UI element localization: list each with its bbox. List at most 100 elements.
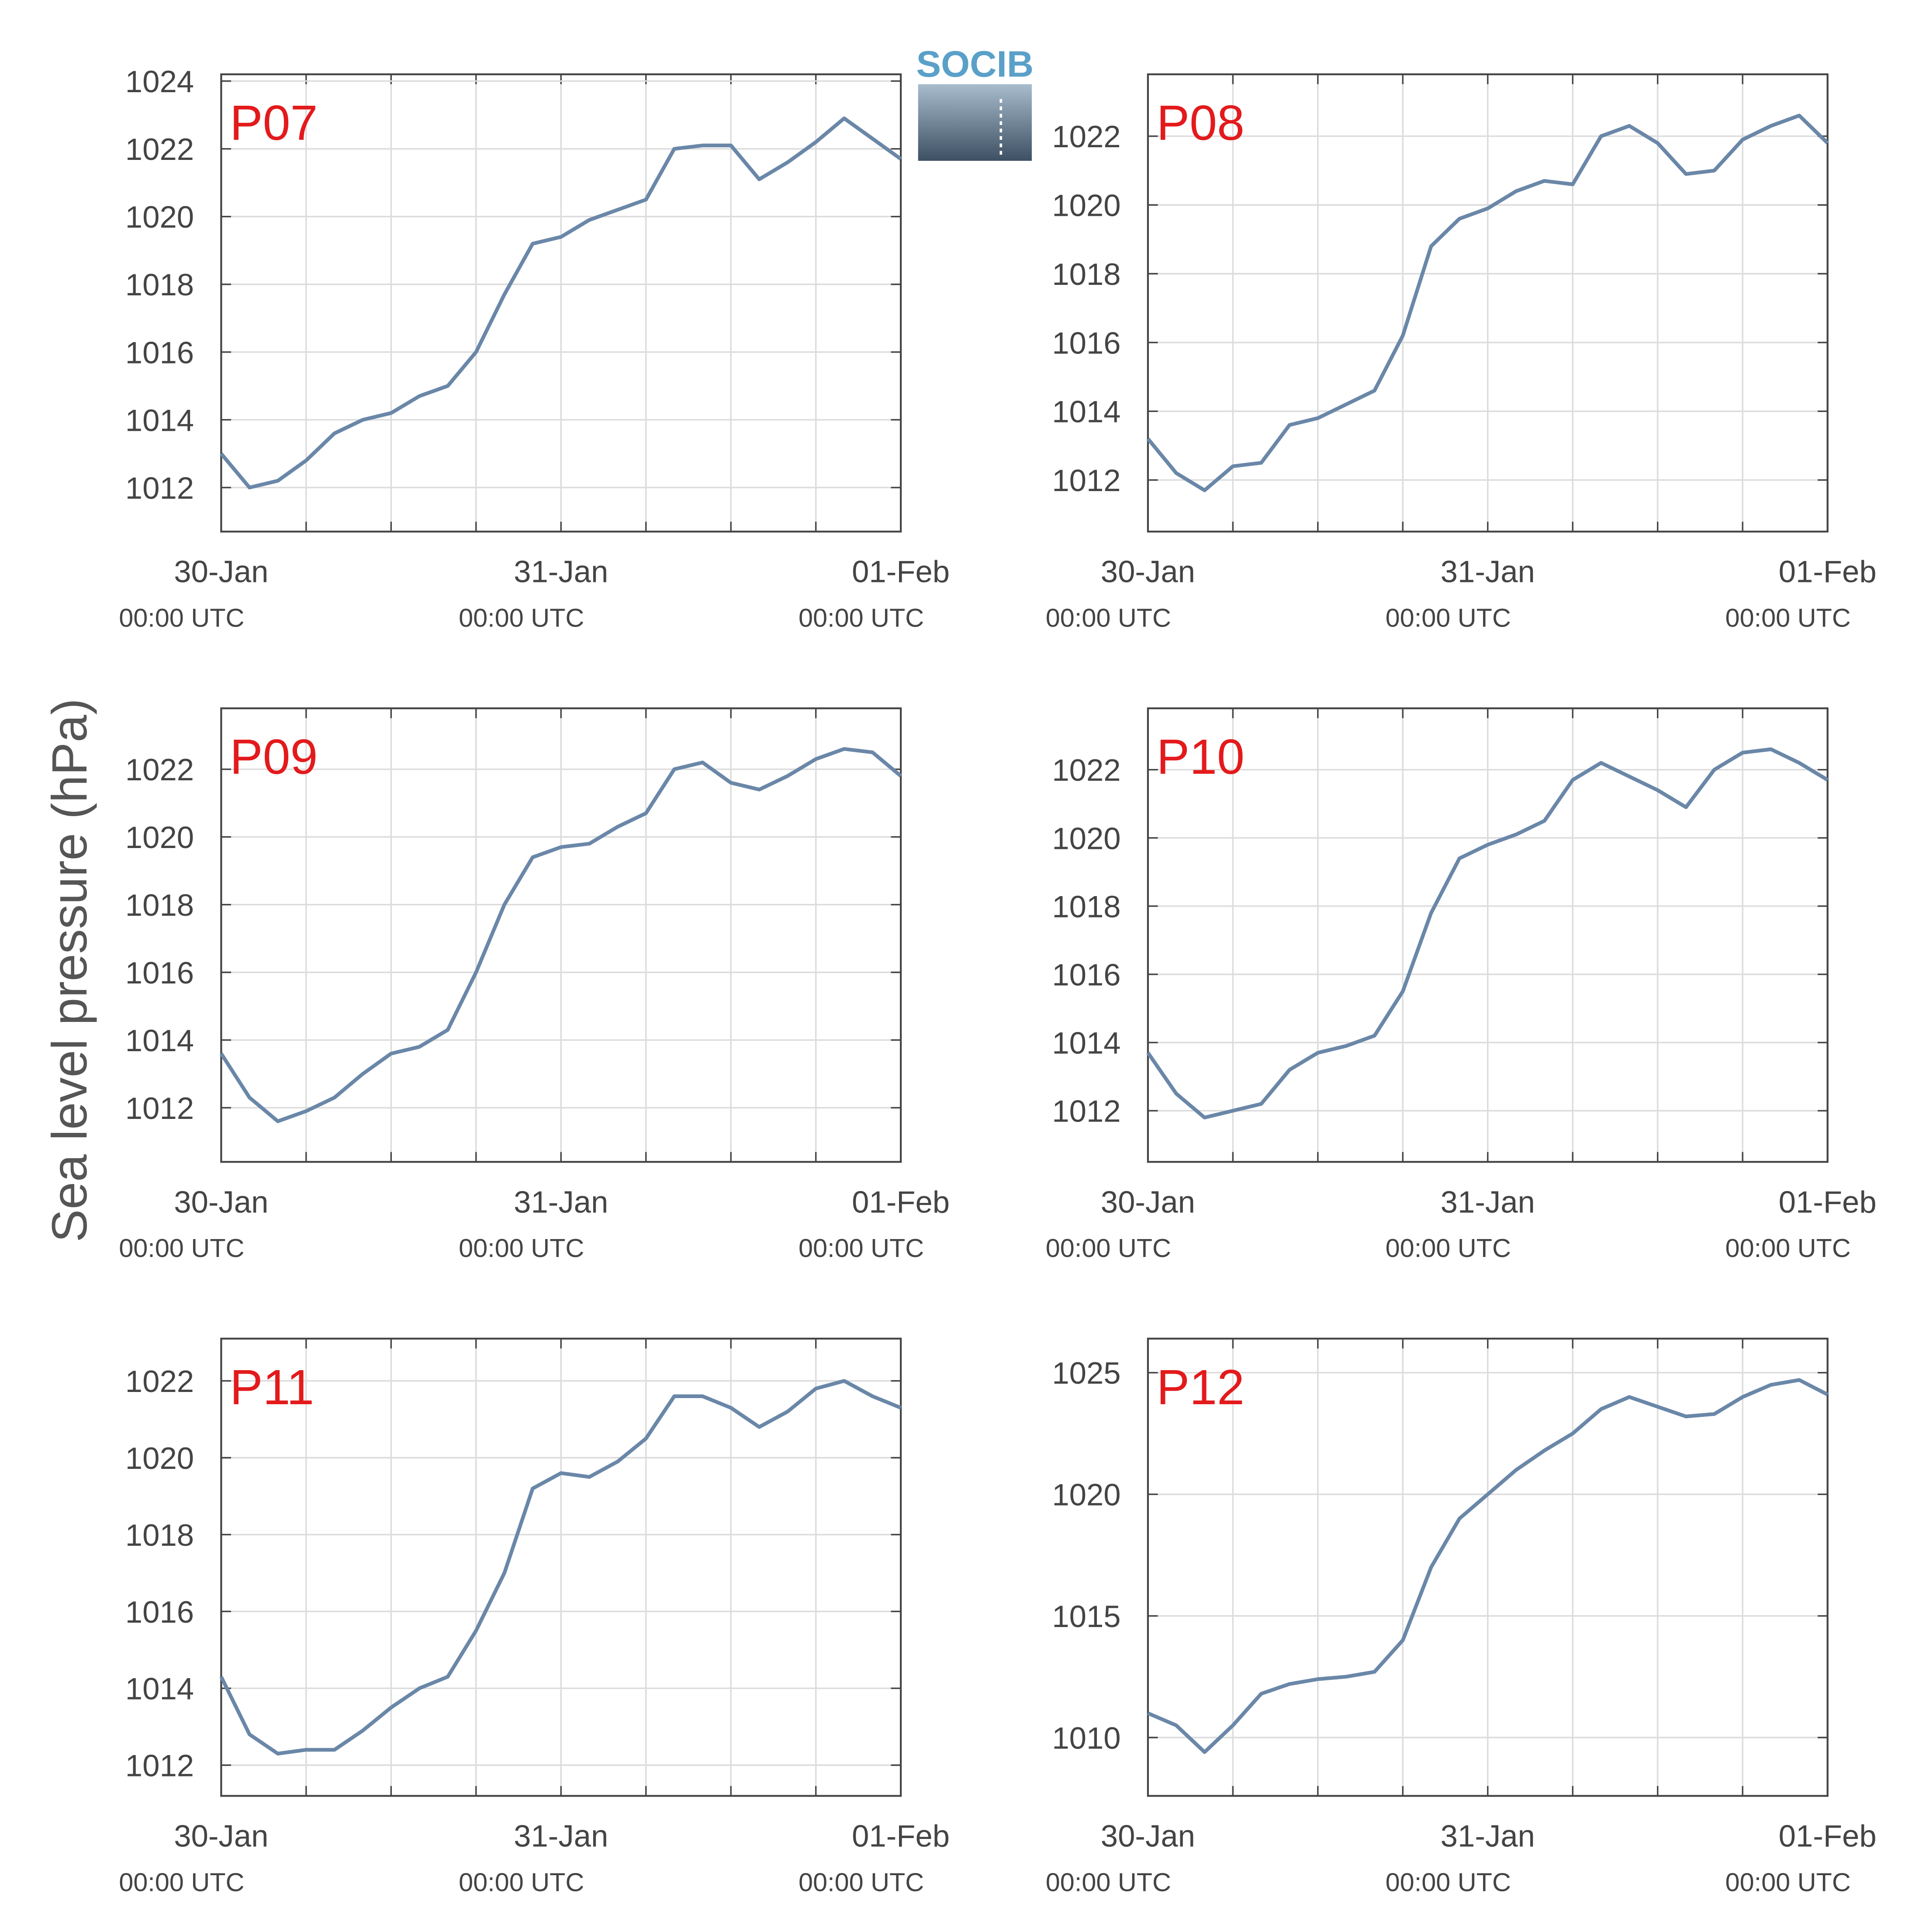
x-tick-label: 31-Jan (1441, 1818, 1535, 1853)
y-tick-label: 1014 (125, 1672, 194, 1706)
y-tick-label: 1016 (1052, 958, 1120, 992)
y-tick-label: 1020 (1052, 1478, 1120, 1512)
x-tick-sublabel: 00:00 UTC (1386, 1233, 1511, 1263)
y-tick-label: 1016 (125, 956, 194, 990)
subplot: 30-Jan 00:00 UTC 31-Jan 00:00 UTC 01-Feb 00:0… (1046, 707, 1877, 1263)
x-tick-sublabel: 00:00 UTC (1725, 1867, 1851, 1897)
x-tick-label: 31-Jan (514, 1184, 608, 1219)
x-tick-sublabel: 00:00 UTC (799, 603, 924, 633)
panel-title: P12 (1157, 1360, 1245, 1415)
y-tick-label: 1020 (1052, 188, 1120, 223)
subplot: 30-Jan 00:00 UTC 31-Jan 00:00 UTC 01-Feb 00:0… (1046, 73, 1877, 633)
x-tick-sublabel: 00:00 UTC (1725, 1233, 1851, 1263)
x-tick-label: 01-Feb (852, 554, 950, 589)
x-tick-label: 30-Jan (174, 1184, 268, 1219)
x-tick-label: 01-Feb (852, 1184, 950, 1219)
x-tick-label: 31-Jan (514, 554, 608, 589)
x-tick-sublabel: 00:00 UTC (1725, 603, 1851, 633)
panel-title: P08 (1157, 95, 1245, 150)
line-series (219, 747, 902, 1123)
axes-frame (1147, 707, 1829, 1163)
axes-frame (220, 1337, 902, 1797)
y-tick-label: 1012 (1052, 1094, 1120, 1129)
y-tick-label: 1014 (125, 1023, 194, 1058)
y-tick-label: 1012 (1052, 463, 1120, 498)
y-tick-label: 1022 (125, 752, 194, 787)
y-tick-label: 1012 (125, 1748, 194, 1783)
logo-box (918, 84, 1032, 161)
y-tick-label: 1016 (125, 335, 194, 370)
panel-title: P10 (1157, 729, 1245, 784)
y-tick-label: 1014 (1052, 1026, 1120, 1060)
line-series (219, 1379, 902, 1755)
logo: SOCIB (916, 43, 1034, 161)
x-tick-label: 01-Feb (1779, 1184, 1877, 1219)
y-tick-label: 1022 (125, 1364, 194, 1399)
x-tick-sublabel: 00:00 UTC (459, 1233, 584, 1263)
x-tick-label: 01-Feb (1779, 554, 1877, 589)
x-tick-sublabel: 00:00 UTC (459, 1867, 584, 1897)
subplot: 30-Jan 00:00 UTC 31-Jan 00:00 UTC 01-Feb 00:0… (119, 64, 950, 632)
y-tick-label: 1020 (1052, 821, 1120, 855)
y-tick-label: 1010 (1052, 1721, 1120, 1755)
x-tick-sublabel: 00:00 UTC (1046, 1867, 1171, 1897)
x-tick-label: 31-Jan (1441, 1184, 1535, 1219)
logo-text: SOCIB (916, 43, 1034, 85)
x-tick-sublabel: 00:00 UTC (1046, 1233, 1171, 1263)
y-tick-label: 1014 (125, 403, 194, 437)
y-tick-label: 1020 (125, 820, 194, 855)
x-tick-sublabel: 00:00 UTC (1046, 603, 1171, 633)
y-tick-label: 1022 (1052, 753, 1120, 787)
y-tick-label: 1018 (125, 267, 194, 302)
x-tick-label: 01-Feb (852, 1818, 950, 1853)
y-tick-label: 1014 (1052, 395, 1120, 429)
panel-title: P09 (230, 729, 318, 784)
axes-frame (220, 73, 902, 533)
subplot: 30-Jan 00:00 UTC 31-Jan 00:00 UTC 01-Feb 00:0… (119, 707, 950, 1263)
y-tick-label: 1018 (125, 1518, 194, 1552)
line-series (1146, 114, 1829, 492)
subplot: 30-Jan 00:00 UTC 31-Jan 00:00 UTC 01-Feb 00:0… (119, 1337, 950, 1897)
line-series (1147, 1378, 1829, 1754)
y-tick-label: 1024 (125, 64, 194, 99)
x-tick-sublabel: 00:00 UTC (459, 603, 584, 633)
y-tick-label: 1020 (125, 200, 194, 234)
line-series (1146, 747, 1829, 1120)
line-series (220, 116, 902, 490)
x-tick-sublabel: 00:00 UTC (119, 1867, 244, 1897)
x-tick-sublabel: 00:00 UTC (119, 603, 244, 633)
axes-frame (220, 707, 902, 1163)
x-tick-label: 30-Jan (1101, 1818, 1195, 1853)
y-tick-label: 1018 (1052, 889, 1120, 924)
x-tick-label: 31-Jan (514, 1818, 608, 1853)
y-tick-label: 1015 (1052, 1599, 1120, 1634)
axes-frame (1147, 73, 1829, 533)
y-tick-label: 1016 (1052, 325, 1120, 360)
x-tick-label: 31-Jan (1441, 554, 1535, 589)
x-tick-label: 30-Jan (1101, 554, 1195, 589)
x-tick-sublabel: 00:00 UTC (1386, 603, 1511, 633)
y-tick-label: 1022 (1052, 119, 1120, 154)
y-tick-label: 1022 (125, 132, 194, 166)
x-tick-sublabel: 00:00 UTC (119, 1233, 244, 1263)
x-tick-sublabel: 00:00 UTC (799, 1233, 924, 1263)
x-tick-sublabel: 00:00 UTC (799, 1867, 924, 1897)
x-tick-label: 01-Feb (1779, 1818, 1877, 1853)
axes-frame (1147, 1337, 1829, 1797)
subplot: 30-Jan 00:00 UTC 31-Jan 00:00 UTC 01-Feb 00:0… (1046, 1337, 1877, 1897)
y-tick-label: 1012 (125, 1091, 194, 1125)
panel-title: P11 (230, 1360, 314, 1415)
x-tick-sublabel: 00:00 UTC (1386, 1867, 1511, 1897)
y-tick-label: 1025 (1052, 1356, 1120, 1390)
panel-title: P07 (230, 95, 318, 150)
y-tick-label: 1016 (125, 1595, 194, 1629)
y-tick-label: 1020 (125, 1441, 194, 1475)
y-tick-label: 1018 (1052, 257, 1120, 291)
y-tick-label: 1018 (125, 888, 194, 922)
x-tick-label: 30-Jan (1101, 1184, 1195, 1219)
x-tick-label: 30-Jan (174, 554, 268, 589)
y-axis-label: Sea level pressure (hPa) (42, 698, 97, 1242)
y-tick-label: 1012 (125, 471, 194, 505)
